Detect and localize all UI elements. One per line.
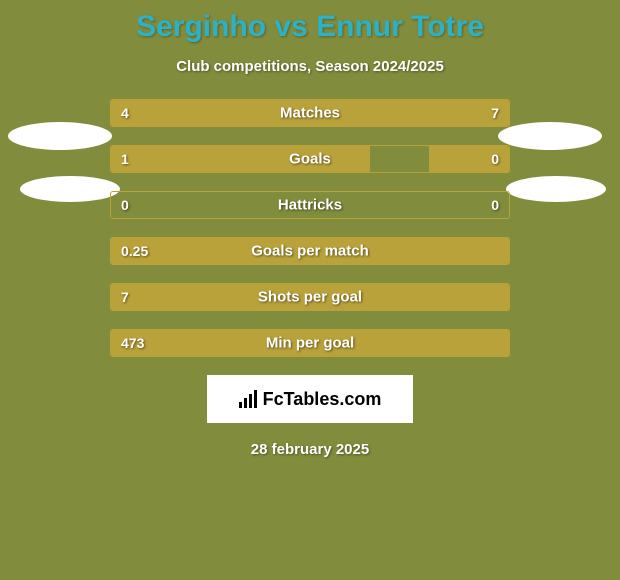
bar-left [111, 100, 238, 126]
date-label: 28 february 2025 [0, 441, 620, 458]
decor-ellipse [8, 122, 112, 150]
decor-ellipse [506, 176, 606, 202]
stat-label: Hattricks [278, 197, 342, 214]
stat-row: Matches 4 7 [110, 99, 510, 127]
stat-value-left: 7 [121, 289, 129, 305]
page-title: Serginho vs Ennur Totre [0, 0, 620, 44]
bar-right [238, 100, 509, 126]
subtitle: Club competitions, Season 2024/2025 [0, 58, 620, 75]
stat-value-left: 1 [121, 151, 129, 167]
stat-value-left: 4 [121, 105, 129, 121]
stat-value-right: 0 [491, 197, 499, 213]
decor-ellipse [498, 122, 602, 150]
bar-gap [370, 146, 430, 172]
stat-label: Matches [280, 105, 340, 122]
stat-row: Goals 1 0 [110, 145, 510, 173]
stat-value-left: 473 [121, 335, 144, 351]
stat-label: Goals [289, 151, 331, 168]
stat-row: Min per goal 473 [110, 329, 510, 357]
logo-bars-icon [239, 390, 257, 408]
stat-row: Hattricks 0 0 [110, 191, 510, 219]
stat-row: Shots per goal 7 [110, 283, 510, 311]
logo: FcTables.com [207, 375, 413, 423]
stat-label: Goals per match [251, 243, 369, 260]
stat-label: Min per goal [266, 335, 354, 352]
stat-row: Goals per match 0.25 [110, 237, 510, 265]
stat-value-right: 0 [491, 151, 499, 167]
stat-label: Shots per goal [258, 289, 362, 306]
stat-value-left: 0 [121, 197, 129, 213]
stat-value-right: 7 [491, 105, 499, 121]
logo-text: FcTables.com [263, 389, 382, 410]
comparison-chart: Matches 4 7 Goals 1 0 Hattricks 0 0 Goals per mat… [110, 99, 510, 357]
decor-ellipse [20, 176, 120, 202]
stat-value-left: 0.25 [121, 243, 148, 259]
